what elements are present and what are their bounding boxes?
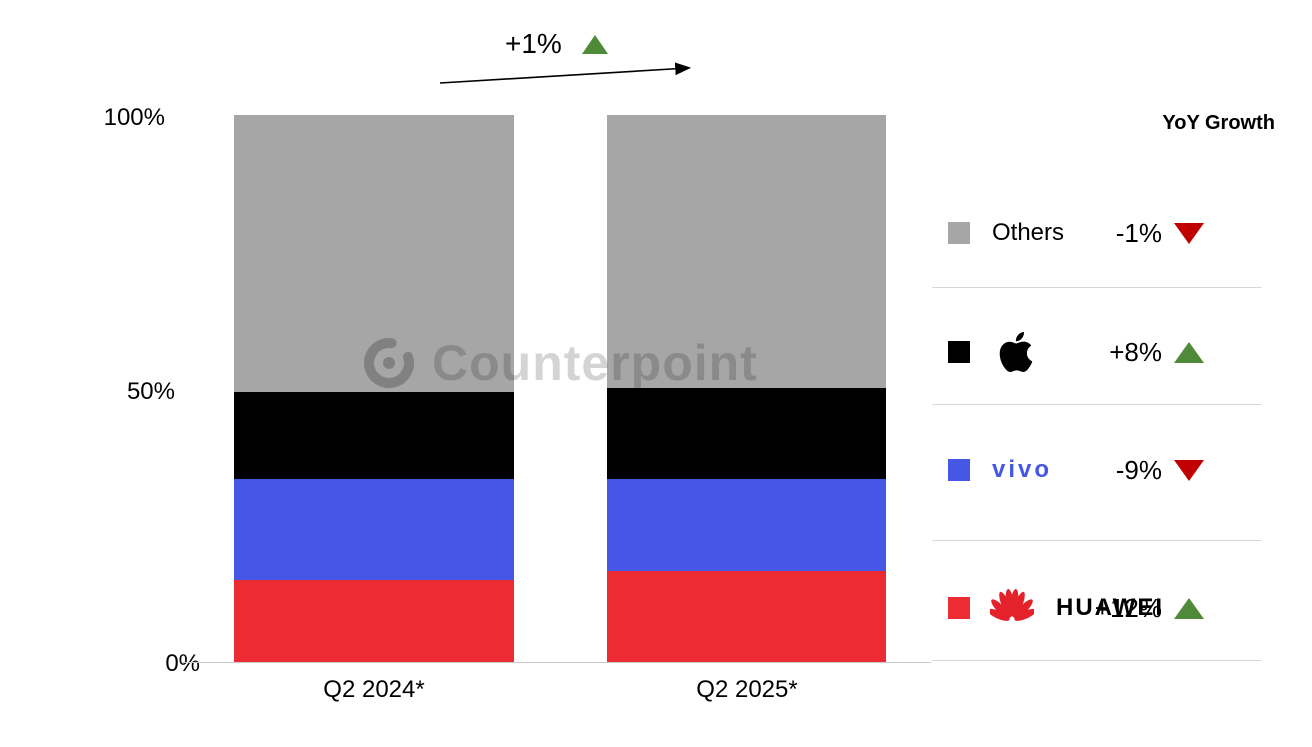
bar-segment-huawei <box>607 571 886 662</box>
others-yoy-value: -1% <box>1115 217 1162 248</box>
apple-swatch <box>948 341 970 363</box>
legend-divider <box>932 404 1262 405</box>
bar-segment-vivo <box>234 478 514 580</box>
bar-segment-apple <box>607 387 886 479</box>
apple-trend-icon <box>1174 341 1204 363</box>
others-swatch <box>948 222 970 244</box>
bar-segment-others <box>234 115 514 392</box>
x-axis-line <box>183 662 931 663</box>
legend-divider <box>932 540 1262 541</box>
bar-group <box>0 115 1312 662</box>
huawei-yoy-value: +12% <box>1094 592 1162 623</box>
apple-logo-icon <box>999 332 1033 372</box>
vivo-trend-icon <box>1174 459 1204 481</box>
legend-row-vivo: vivo -9% <box>932 446 1262 494</box>
huawei-swatch <box>948 597 970 619</box>
huawei-wordmark: HUAWEI <box>1056 594 1164 621</box>
x-axis-label-q2-2025: Q2 2025* <box>696 676 798 703</box>
total-growth-value: +1% <box>505 28 562 59</box>
huawei-trend-icon <box>1174 597 1204 619</box>
bar-segment-huawei <box>234 579 514 662</box>
others-trend-icon <box>1174 222 1204 244</box>
legend-row-others: Others -1% <box>932 209 1262 257</box>
vivo-swatch <box>948 459 970 481</box>
bar-segment-others <box>607 115 886 388</box>
x-axis-label-q2-2024: Q2 2024* <box>323 676 425 703</box>
y-axis-tick-100: 100% <box>103 104 165 131</box>
others-label: Others <box>992 219 1065 246</box>
y-axis-tick-0: 0% <box>165 650 200 677</box>
y-axis-tick-50: 50% <box>126 378 175 405</box>
trend-arrow-icon <box>439 62 692 84</box>
vivo-yoy-value: -9% <box>1115 454 1162 485</box>
up-triangle-icon <box>581 34 608 54</box>
legend-divider <box>932 287 1262 288</box>
stacked-bar-q2-2025- <box>607 115 886 662</box>
apple-yoy-value: +8% <box>1109 336 1162 367</box>
vivo-logo-wordmark: vivo <box>992 456 1053 483</box>
legend-row-apple: +8% <box>932 328 1262 376</box>
bar-segment-apple <box>234 391 514 479</box>
total-growth-annotation: +1% <box>505 28 608 60</box>
legend-header: YoY Growth <box>1162 112 1275 134</box>
legend-row-huawei: HUAWEI +12% <box>932 584 1262 632</box>
bar-segment-vivo <box>607 478 886 572</box>
legend-divider <box>932 660 1262 661</box>
huawei-logo-icon <box>990 589 1034 621</box>
stacked-bar-q2-2024- <box>234 115 514 662</box>
